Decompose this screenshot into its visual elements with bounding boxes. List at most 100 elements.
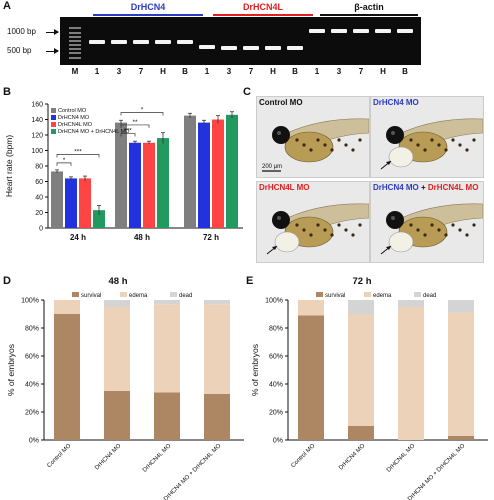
legend-swatch [364,292,371,297]
significance-label: * [141,107,144,114]
embryo-yolk [284,131,334,163]
gel-marker-label: 1000 bp [7,27,36,36]
y-axis-label: % of embryos [6,344,16,396]
edema-arrowhead [386,161,391,165]
stacked-bar-segment [54,300,80,314]
x-category-label: DrHCN4 MO + DrHCN4L MO [163,443,223,500]
legend-swatch [51,129,56,134]
heart-rate-chart: 0 20 40 60 80 100 120 140 160 Heart rate (bpm) 24 … [4,102,243,242]
legend-label: DrHCN4 MO + DrHCN4L MO [58,129,130,135]
caption-part: Control MO [259,98,303,107]
gel-lane-label: 1 [94,67,100,76]
bar [65,178,77,228]
legend-label: edema [129,293,148,299]
stacked-bar-segment [104,391,130,440]
x-category-label: DrHCN4 MO [94,443,123,472]
eye-highlight [277,216,281,220]
significance-label: * [63,157,66,164]
y-tick-label: 100 [31,148,43,155]
stacked-bar-segment [204,300,230,305]
gel-group-underline [213,14,313,16]
band-hcn4l [243,46,259,50]
pigment-spot [295,138,299,142]
gel-group-underline [320,14,418,16]
band-hcn4l [265,46,281,50]
stacked-bar-segment [104,307,130,391]
band-hcn4l [221,46,237,50]
pigment-spot [358,138,362,142]
pigment-spot [330,148,334,152]
stacked-bar-segment [154,300,180,305]
significance-label: *** [74,148,82,155]
x-category-label: 72 h [203,233,219,242]
gel-lane-label: B [402,67,408,76]
edema-arrowhead [272,246,277,250]
legend-swatch [51,108,56,113]
stacked-bar-segment [204,393,230,440]
ladder-band [69,27,81,29]
caption-part: DrHCN4L MO [259,183,310,192]
pericardial-edema [274,231,300,253]
gel-lane-label: H [160,67,166,76]
significance-bracket [56,162,72,166]
legend-label: Control MO [58,108,87,114]
embryo-eye [386,211,404,229]
agarose-gel-image [60,17,421,65]
stacked-bar-segment [448,300,474,313]
x-category-label: Control MO [290,443,316,469]
gel-lane-label: H [270,67,276,76]
stacked-bar-segment [204,304,230,394]
y-axis-label: % of embryos [250,344,260,396]
pigment-spot [423,148,427,152]
pigment-spot [437,143,441,147]
y-tick-label: 80% [269,326,283,333]
legend-label: DrHCN4L MO [58,122,93,128]
bar [198,122,210,228]
gel-group-underline [93,14,203,16]
x-category-label: DrHCN4 MO [338,443,367,472]
legend-label: DrHCN4 MO [58,115,90,121]
embryo-eye [386,126,404,144]
gel-lane-label: 7 [358,67,364,76]
pigment-spot [437,228,441,232]
eye-highlight [391,131,395,135]
scale-bar-label: 200 μm [262,164,282,170]
stacked-bar-segment [348,314,374,426]
gel-lane-label: B [292,67,298,76]
stacked-bar-segment [348,426,374,440]
gel-lane-label: B [182,67,188,76]
y-tick-label: 160 [31,102,43,109]
y-tick-label: 20% [269,410,283,417]
panel-a-letter: A [3,0,11,12]
significance-bracket [120,133,136,137]
embryo-eye [272,211,290,229]
stacked-bar-segment [154,392,180,440]
edema-arrowhead [386,246,391,250]
gel-group-label: DrHCN4 [130,2,166,12]
legend-label: survival [325,293,345,299]
legend-label: dead [423,293,436,299]
band-actin [397,29,413,33]
x-category-label: DrHCN4 MO + DrHCN4L MO [407,443,467,500]
gel-marker-label: 500 bp [7,46,32,55]
legend-label: edema [373,293,392,299]
band-hcn4 [89,40,105,44]
gel-marker-arrowhead [54,48,59,54]
y-tick-label: 20 [35,210,43,217]
stacked-bar-segment [398,307,424,440]
gel-lane-label: 1 [204,67,210,76]
stacked-bar-segment [448,312,474,436]
stacked-bar-segment [298,315,324,440]
pigment-spot [444,148,448,152]
stacked-bar-segment [398,300,424,307]
stacked-bar-segment [448,435,474,440]
pigment-spot [344,228,348,232]
pigment-spot [330,233,334,237]
pigment-spot [323,143,327,147]
stacked-bar-segment [54,314,80,440]
gel-lane-label: 3 [116,67,122,76]
legend-swatch [120,292,127,297]
gel-lane-label: H [380,67,386,76]
embryo-caption: DrHCN4 MO [373,98,419,107]
pigment-spot [344,143,348,147]
